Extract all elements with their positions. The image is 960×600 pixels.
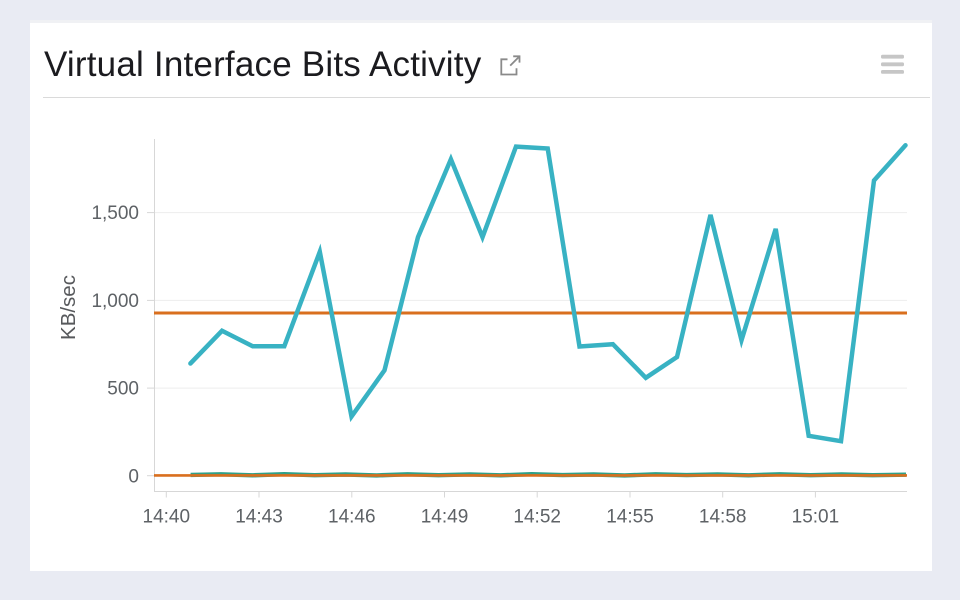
svg-text:14:43: 14:43: [235, 507, 283, 528]
svg-text:14:52: 14:52: [513, 507, 561, 528]
svg-text:KB/sec: KB/sec: [57, 275, 80, 340]
svg-text:14:58: 14:58: [699, 507, 747, 528]
svg-text:14:49: 14:49: [421, 507, 469, 528]
svg-text:0: 0: [128, 466, 139, 487]
svg-text:1,000: 1,000: [91, 291, 139, 312]
svg-text:15:01: 15:01: [792, 507, 840, 528]
svg-text:14:55: 14:55: [606, 507, 654, 528]
svg-text:14:40: 14:40: [143, 507, 191, 528]
svg-text:500: 500: [107, 379, 139, 400]
svg-text:1,500: 1,500: [91, 203, 139, 224]
svg-text:14:46: 14:46: [328, 507, 376, 528]
